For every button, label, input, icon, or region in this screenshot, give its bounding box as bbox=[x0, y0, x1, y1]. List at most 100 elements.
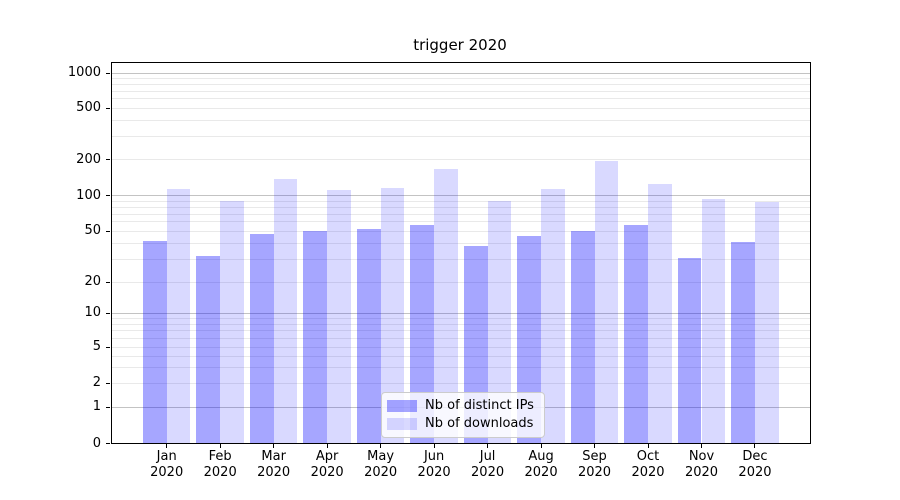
gridline-minor-30 bbox=[110, 258, 811, 260]
bar-nb-of-downloads-oct bbox=[648, 184, 672, 444]
gridline-minor-200 bbox=[110, 159, 811, 160]
ytick-label-200: 200 bbox=[76, 151, 101, 167]
ytick-mark-50 bbox=[106, 230, 110, 232]
ytick-label-1: 1 bbox=[92, 399, 101, 415]
bar-nb-of-downloads-mar bbox=[273, 179, 298, 444]
bar-nb-of-distinct-ips-aug bbox=[517, 235, 542, 444]
xtick-label-nov: Nov 2020 bbox=[684, 449, 719, 480]
gridline-minor-3 bbox=[110, 366, 811, 368]
gridline-minor-700 bbox=[110, 90, 811, 92]
bar-nb-of-distinct-ips-oct bbox=[624, 225, 649, 444]
gridline-minor-500 bbox=[110, 107, 811, 109]
xtick-label-dec: Dec 2020 bbox=[738, 449, 772, 480]
ytick-mark-200 bbox=[106, 159, 110, 160]
gridline-minor-300 bbox=[110, 136, 811, 138]
ytick-label-1000: 1000 bbox=[67, 65, 101, 81]
ytick-mark-100 bbox=[106, 195, 110, 197]
gridline-minor-90 bbox=[110, 200, 811, 202]
plot-area bbox=[110, 62, 811, 444]
bar-nb-of-distinct-ips-sep bbox=[570, 231, 595, 444]
legend-label-nb-of-distinct-ips: Nb of distinct IPs bbox=[425, 398, 534, 413]
ytick-mark-0 bbox=[106, 443, 110, 444]
xtick-mark-may bbox=[380, 443, 382, 448]
bar-nb-of-distinct-ips-apr bbox=[303, 231, 328, 444]
ytick-mark-20 bbox=[106, 281, 110, 283]
chart-title: trigger 2020 bbox=[413, 36, 507, 54]
bar-nb-of-distinct-ips-dec bbox=[731, 242, 755, 444]
xtick-label-jul: Jul 2020 bbox=[471, 449, 505, 480]
gridline-minor-9 bbox=[110, 317, 811, 319]
gridline-major-1000 bbox=[110, 72, 811, 74]
xtick-label-oct: Oct 2020 bbox=[631, 449, 665, 480]
gridline-major-100 bbox=[110, 195, 811, 197]
ytick-mark-5 bbox=[106, 346, 110, 348]
xtick-label-jan: Jan 2020 bbox=[150, 449, 184, 480]
gridline-minor-6 bbox=[110, 337, 811, 339]
ytick-label-5: 5 bbox=[92, 339, 101, 355]
ytick-label-0: 0 bbox=[92, 435, 101, 451]
gridline-minor-20 bbox=[110, 281, 811, 283]
bar-nb-of-downloads-aug bbox=[541, 189, 565, 444]
ytick-label-100: 100 bbox=[76, 187, 101, 203]
bar-nb-of-downloads-may bbox=[380, 187, 405, 444]
bar-nb-of-downloads-nov bbox=[701, 199, 726, 444]
gridline-minor-400 bbox=[110, 120, 811, 122]
xtick-mark-jul bbox=[487, 443, 489, 448]
gridline-minor-5 bbox=[110, 346, 811, 348]
xtick-label-feb: Feb 2020 bbox=[203, 449, 237, 480]
gridline-minor-2 bbox=[110, 382, 811, 384]
ytick-mark-10 bbox=[106, 312, 110, 314]
xtick-mark-jan bbox=[166, 443, 168, 448]
bar-nb-of-downloads-jul bbox=[487, 200, 512, 444]
gridline-minor-600 bbox=[110, 98, 811, 100]
ytick-label-20: 20 bbox=[84, 274, 101, 289]
ytick-mark-2 bbox=[106, 382, 110, 384]
xtick-mark-aug bbox=[540, 443, 542, 448]
xtick-mark-apr bbox=[326, 443, 328, 448]
legend-entry-nb-of-downloads: Nb of downloads bbox=[387, 415, 538, 433]
bar-nb-of-distinct-ips-feb bbox=[196, 255, 221, 444]
ytick-label-2: 2 bbox=[92, 375, 101, 391]
gridline-major-10 bbox=[110, 312, 811, 314]
gridline-minor-4 bbox=[110, 355, 811, 357]
gridline-minor-50 bbox=[110, 230, 811, 232]
gridline-minor-80 bbox=[110, 206, 811, 208]
bar-nb-of-downloads-apr bbox=[327, 190, 351, 444]
bar-nb-of-distinct-ips-mar bbox=[249, 234, 274, 444]
ytick-mark-1 bbox=[106, 406, 110, 408]
gridline-minor-800 bbox=[110, 83, 811, 85]
xtick-mark-feb bbox=[219, 443, 221, 448]
gridline-minor-900 bbox=[110, 78, 811, 80]
xtick-mark-oct bbox=[647, 443, 649, 448]
bar-nb-of-downloads-jan bbox=[166, 189, 191, 444]
ytick-label-500: 500 bbox=[76, 100, 101, 115]
bar-nb-of-downloads-dec bbox=[754, 202, 779, 444]
xtick-mark-dec bbox=[754, 443, 756, 448]
xtick-label-sep: Sep 2020 bbox=[577, 449, 612, 480]
legend: Nb of distinct IPs Nb of downloads bbox=[381, 392, 545, 438]
xtick-label-may: May 2020 bbox=[364, 449, 398, 480]
legend-label-nb-of-downloads: Nb of downloads bbox=[425, 416, 534, 431]
ytick-label-10: 10 bbox=[84, 305, 101, 321]
legend-swatch-nb-of-downloads bbox=[387, 418, 417, 430]
legend-entry-nb-of-distinct-ips: Nb of distinct IPs bbox=[387, 397, 538, 415]
xtick-label-aug: Aug 2020 bbox=[524, 449, 558, 480]
xtick-label-mar: Mar 2020 bbox=[257, 449, 291, 480]
gridline-minor-7 bbox=[110, 330, 811, 332]
gridline-minor-8 bbox=[110, 323, 811, 325]
gridline-minor-60 bbox=[110, 221, 811, 223]
bar-nb-of-distinct-ips-jan bbox=[142, 240, 167, 444]
legend-swatch-nb-of-distinct-ips bbox=[387, 400, 417, 412]
xtick-label-apr: Apr 2020 bbox=[310, 449, 344, 480]
bar-nb-of-downloads-sep bbox=[594, 160, 619, 444]
bar-nb-of-distinct-ips-nov bbox=[677, 257, 702, 444]
bar-nb-of-distinct-ips-may bbox=[356, 229, 381, 444]
bar-nb-of-downloads-feb bbox=[220, 200, 244, 444]
ytick-mark-1000 bbox=[106, 72, 110, 74]
xtick-mark-mar bbox=[273, 443, 275, 448]
bar-nb-of-distinct-ips-jun bbox=[410, 225, 435, 444]
gridline-minor-70 bbox=[110, 213, 811, 215]
bar-nb-of-downloads-jun bbox=[434, 168, 458, 444]
xtick-mark-nov bbox=[701, 443, 702, 448]
